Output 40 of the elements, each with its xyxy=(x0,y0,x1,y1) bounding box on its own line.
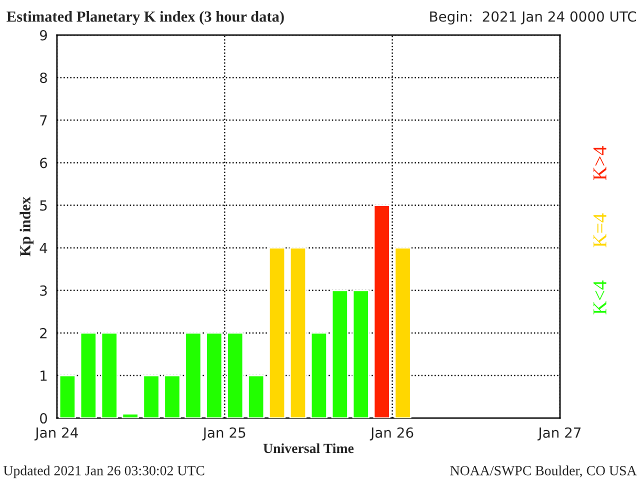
x-tick-label: Jan 27 xyxy=(538,427,581,440)
bar xyxy=(122,413,139,418)
y-tick-label: 2 xyxy=(40,328,47,338)
text: K<4 xyxy=(593,280,606,314)
text: K=4 xyxy=(593,213,606,248)
chart-title: Estimated Planetary K index (3 hour data) xyxy=(6,11,284,25)
bar xyxy=(248,374,265,418)
bar xyxy=(352,290,370,418)
text: NOAA/SWPC Boulder, CO USA xyxy=(450,466,637,478)
bar xyxy=(184,332,202,418)
y-axis-title: Kp index xyxy=(20,196,34,256)
y-tick-label: 0 xyxy=(40,413,48,424)
y-tick-label: 1 xyxy=(40,370,47,381)
bar xyxy=(373,204,390,418)
chart-subtitle: Begin: 2021 Jan 24 0000 UTC xyxy=(430,11,636,24)
bar xyxy=(310,332,328,418)
bar xyxy=(100,332,118,418)
x-axis-title: Universal Time xyxy=(263,443,354,454)
bar xyxy=(206,332,223,418)
bar xyxy=(289,247,307,418)
bar xyxy=(268,247,286,418)
bar xyxy=(164,374,181,418)
y-tick-label: 3 xyxy=(40,285,47,296)
y-tick-label: 8 xyxy=(40,72,47,84)
bar xyxy=(58,374,76,418)
bar xyxy=(80,332,97,418)
text: Updated 2021 Jan 26 03:30:02 UTC xyxy=(3,466,204,478)
y-tick-label: 6 xyxy=(40,158,48,168)
x-tick-label: Jan 24 xyxy=(34,427,78,440)
bar xyxy=(331,290,348,418)
y-tick-label: 4 xyxy=(40,242,48,254)
y-tick-label: 9 xyxy=(40,30,47,41)
y-tick-label: 7 xyxy=(40,115,47,126)
x-tick-label: Jan 25 xyxy=(202,427,246,440)
x-tick-label: Jan 26 xyxy=(370,427,414,440)
y-tick-label: 5 xyxy=(40,200,47,211)
bar xyxy=(226,332,244,418)
bar xyxy=(394,247,412,418)
text: K>4 xyxy=(593,146,606,180)
bar xyxy=(142,374,160,418)
